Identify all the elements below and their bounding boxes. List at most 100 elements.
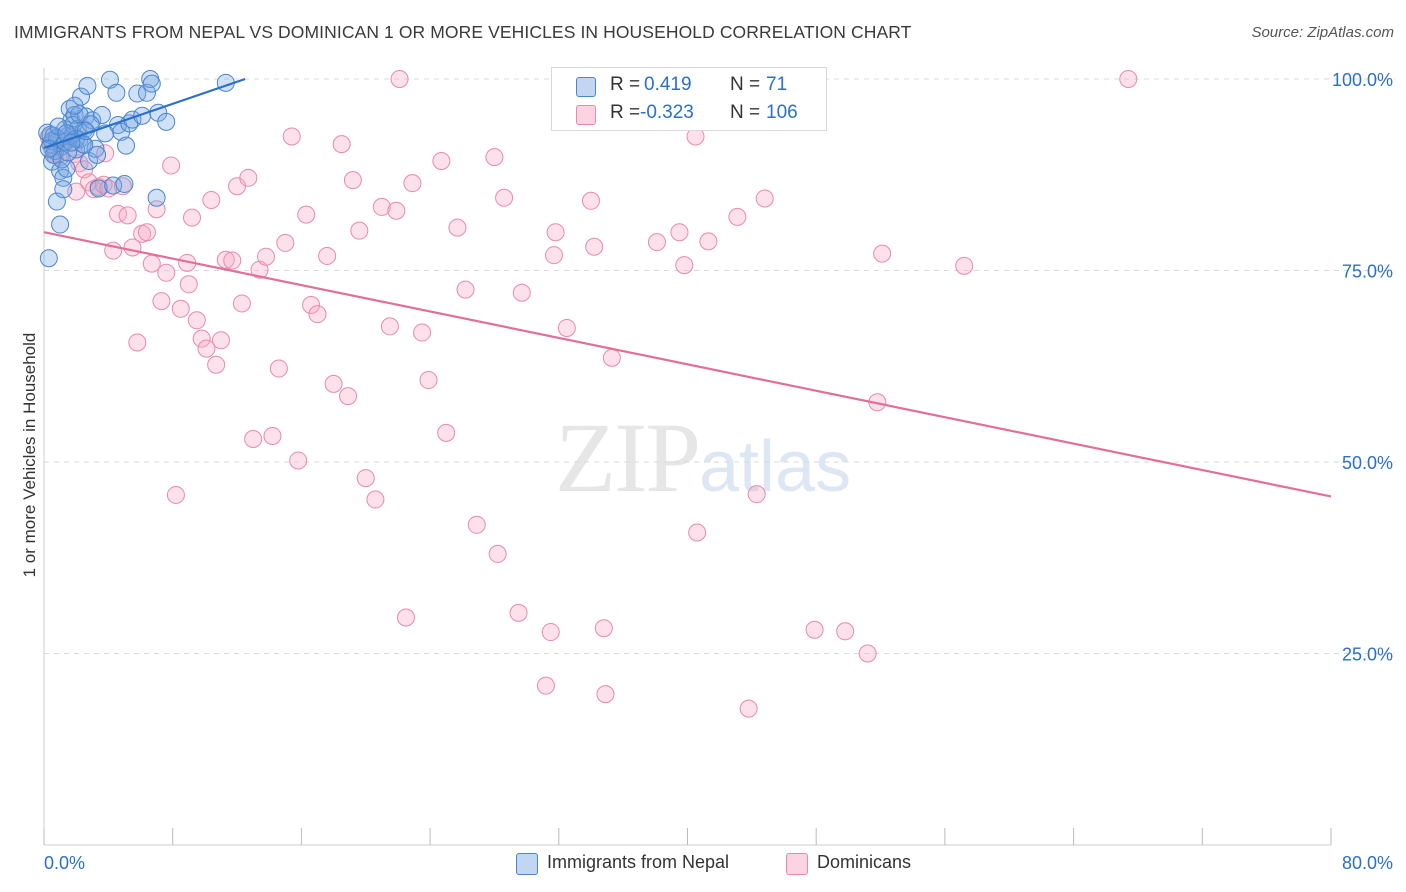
dominican-point: [858, 644, 877, 663]
axes: [43, 68, 1332, 846]
y-tick-label: 100.0%: [1332, 70, 1393, 90]
dominican-point: [244, 430, 263, 449]
dominican-point: [581, 191, 600, 210]
nepal-point: [107, 83, 126, 102]
legend-n-value: 71: [766, 74, 788, 95]
nepal-point: [104, 176, 123, 195]
dominicans-points: [39, 70, 1138, 718]
dominican-point: [211, 331, 230, 350]
nepal-point: [147, 188, 166, 207]
dominican-point: [356, 469, 375, 488]
y-tick-label: 50.0%: [1342, 453, 1393, 473]
nepal-point: [100, 70, 119, 89]
dominican-point: [366, 490, 385, 509]
dominican-point: [223, 251, 242, 270]
dominican-point: [183, 208, 202, 227]
dominican-point: [546, 223, 565, 242]
dominican-point: [324, 374, 343, 393]
nepal-point: [52, 150, 71, 169]
nepal-point: [117, 136, 136, 155]
legend-swatch-nepal: [576, 77, 596, 97]
dominican-point: [541, 623, 560, 642]
dominican-point: [647, 233, 666, 252]
dominican-point: [380, 317, 399, 336]
nepal-point: [137, 83, 156, 102]
dominican-point: [495, 188, 514, 207]
dominican-point: [675, 256, 694, 275]
dominican-point: [467, 515, 486, 534]
nepal-point: [57, 159, 76, 178]
nepal-points: [38, 70, 235, 268]
legend-label-nepal: Immigrants from Nepal: [547, 852, 730, 872]
legend-row-nepal: R = 0.419 N = 71: [552, 72, 826, 100]
dominican-point: [339, 387, 358, 406]
dominican-point: [263, 426, 282, 445]
dominican-point: [192, 329, 211, 348]
dominicans-trend-line: [43, 231, 1332, 498]
dominican-point: [162, 156, 181, 175]
dominican-point: [488, 544, 507, 563]
dominican-point: [456, 280, 475, 299]
nepal-point: [115, 174, 134, 193]
dominican-point: [596, 685, 615, 704]
dominican-point: [602, 348, 621, 367]
dominican-point: [509, 603, 528, 622]
dominican-point: [276, 233, 295, 252]
dominican-point: [302, 295, 321, 314]
dominican-point: [142, 254, 161, 273]
dominican-point: [544, 246, 563, 265]
dominican-point: [282, 127, 301, 146]
legend-swatch-dominicans: [786, 853, 808, 875]
dominican-point: [739, 699, 758, 718]
dominican-point: [836, 622, 855, 641]
dominican-point: [197, 339, 216, 358]
nepal-point: [128, 84, 147, 103]
legend-swatch-nepal: [516, 853, 538, 875]
dominican-point: [187, 311, 206, 330]
dominican-point: [594, 619, 613, 638]
dominican-point: [728, 207, 747, 226]
dominican-point: [432, 151, 451, 170]
dominican-point: [269, 359, 288, 378]
dominican-point: [166, 485, 185, 504]
dominican-point: [308, 305, 327, 324]
watermark: ZIPatlas: [555, 400, 851, 515]
dominican-point: [873, 244, 892, 263]
dominican-point: [250, 260, 269, 279]
dominican-point: [202, 191, 221, 210]
dominican-point: [485, 148, 504, 167]
dominican-point: [1119, 70, 1138, 88]
nepal-point: [39, 249, 58, 268]
dominican-point: [805, 620, 824, 639]
dominican-point: [84, 180, 103, 199]
dominican-point: [157, 263, 176, 282]
dominican-point: [403, 174, 422, 193]
dominican-point: [390, 70, 409, 88]
nepal-point: [88, 145, 107, 164]
dominican-point: [179, 275, 198, 294]
dominican-point: [699, 232, 718, 251]
legend-r-label: R =: [610, 74, 641, 95]
nepal-point: [86, 139, 105, 158]
x-tick-label: 0.0%: [44, 853, 85, 873]
dominican-point: [343, 171, 362, 190]
legend-n-value: 106: [766, 102, 798, 123]
nepal-point: [65, 96, 84, 115]
dominican-point: [137, 223, 156, 242]
legend-label-dominicans: Dominicans: [817, 852, 912, 872]
dominican-point: [318, 246, 337, 265]
chart-title: IMMIGRANTS FROM NEPAL VS DOMINICAN 1 OR …: [14, 22, 912, 42]
watermark-atlas: atlas: [699, 427, 852, 507]
dominican-point: [688, 523, 707, 542]
tick-labels: 100.0% 75.0% 50.0% 25.0% 0.0% 80.0%: [44, 70, 1393, 873]
dominican-point: [536, 676, 555, 695]
dominican-point: [755, 189, 774, 208]
legend-r-label: R =: [610, 102, 641, 123]
source-credit: Source: ZipAtlas.com: [1251, 24, 1394, 41]
nepal-point: [142, 74, 161, 93]
dominican-point: [207, 355, 226, 374]
legend-n-label: N =: [730, 102, 761, 123]
legend-row-dominicans: R = -0.323 N = 106: [552, 100, 826, 128]
dominican-point: [585, 237, 604, 256]
